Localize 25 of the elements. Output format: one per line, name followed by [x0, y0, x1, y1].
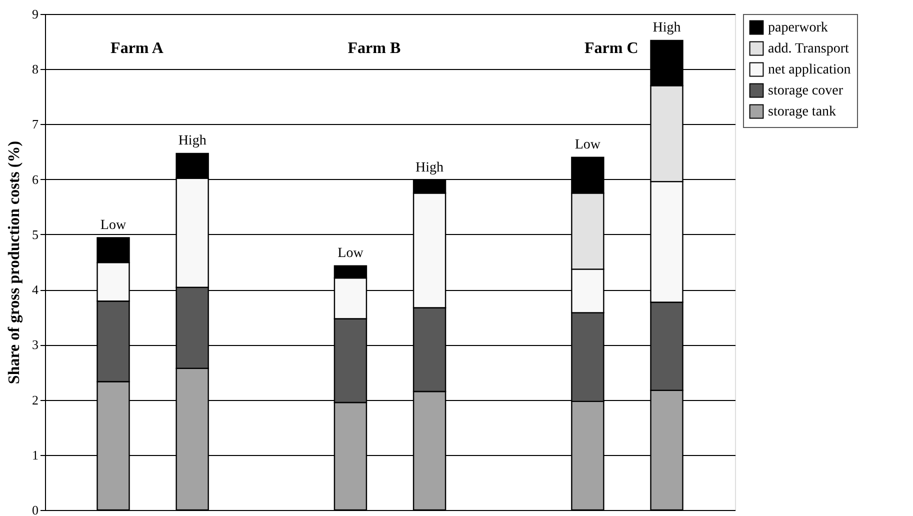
y-tick-label: 3 [32, 337, 38, 352]
annotation: Low [338, 246, 364, 261]
y-tick-label: 1 [32, 447, 38, 462]
annotation: High [178, 133, 206, 148]
y-tick-label: 0 [32, 502, 38, 516]
y-tick-label: 8 [32, 62, 38, 77]
y-tick-label: 4 [32, 282, 39, 298]
y-axis-title: Share of gross production costs (%) [6, 140, 23, 384]
annotation: Low [100, 218, 127, 233]
legend-label: net application [768, 62, 851, 78]
y-tick-label: 5 [32, 226, 38, 242]
y-tick-label: 9 [32, 6, 38, 22]
legend-label: paperwork [768, 20, 828, 36]
legend-label: storage cover [768, 84, 844, 98]
y-tick-label: 2 [32, 392, 38, 408]
y-tick-label: 6 [32, 172, 39, 187]
annotation: High [416, 160, 444, 176]
annotation: Farm B [348, 40, 401, 57]
annotation: Low [574, 137, 602, 152]
annotation: Farm C [584, 40, 638, 57]
y-tick-label: 7 [32, 116, 39, 132]
legend-label: storage tank [768, 104, 836, 120]
legend-label: add. Transport [768, 42, 850, 56]
annotation: Farm A [110, 40, 164, 57]
annotation: High [652, 20, 681, 36]
